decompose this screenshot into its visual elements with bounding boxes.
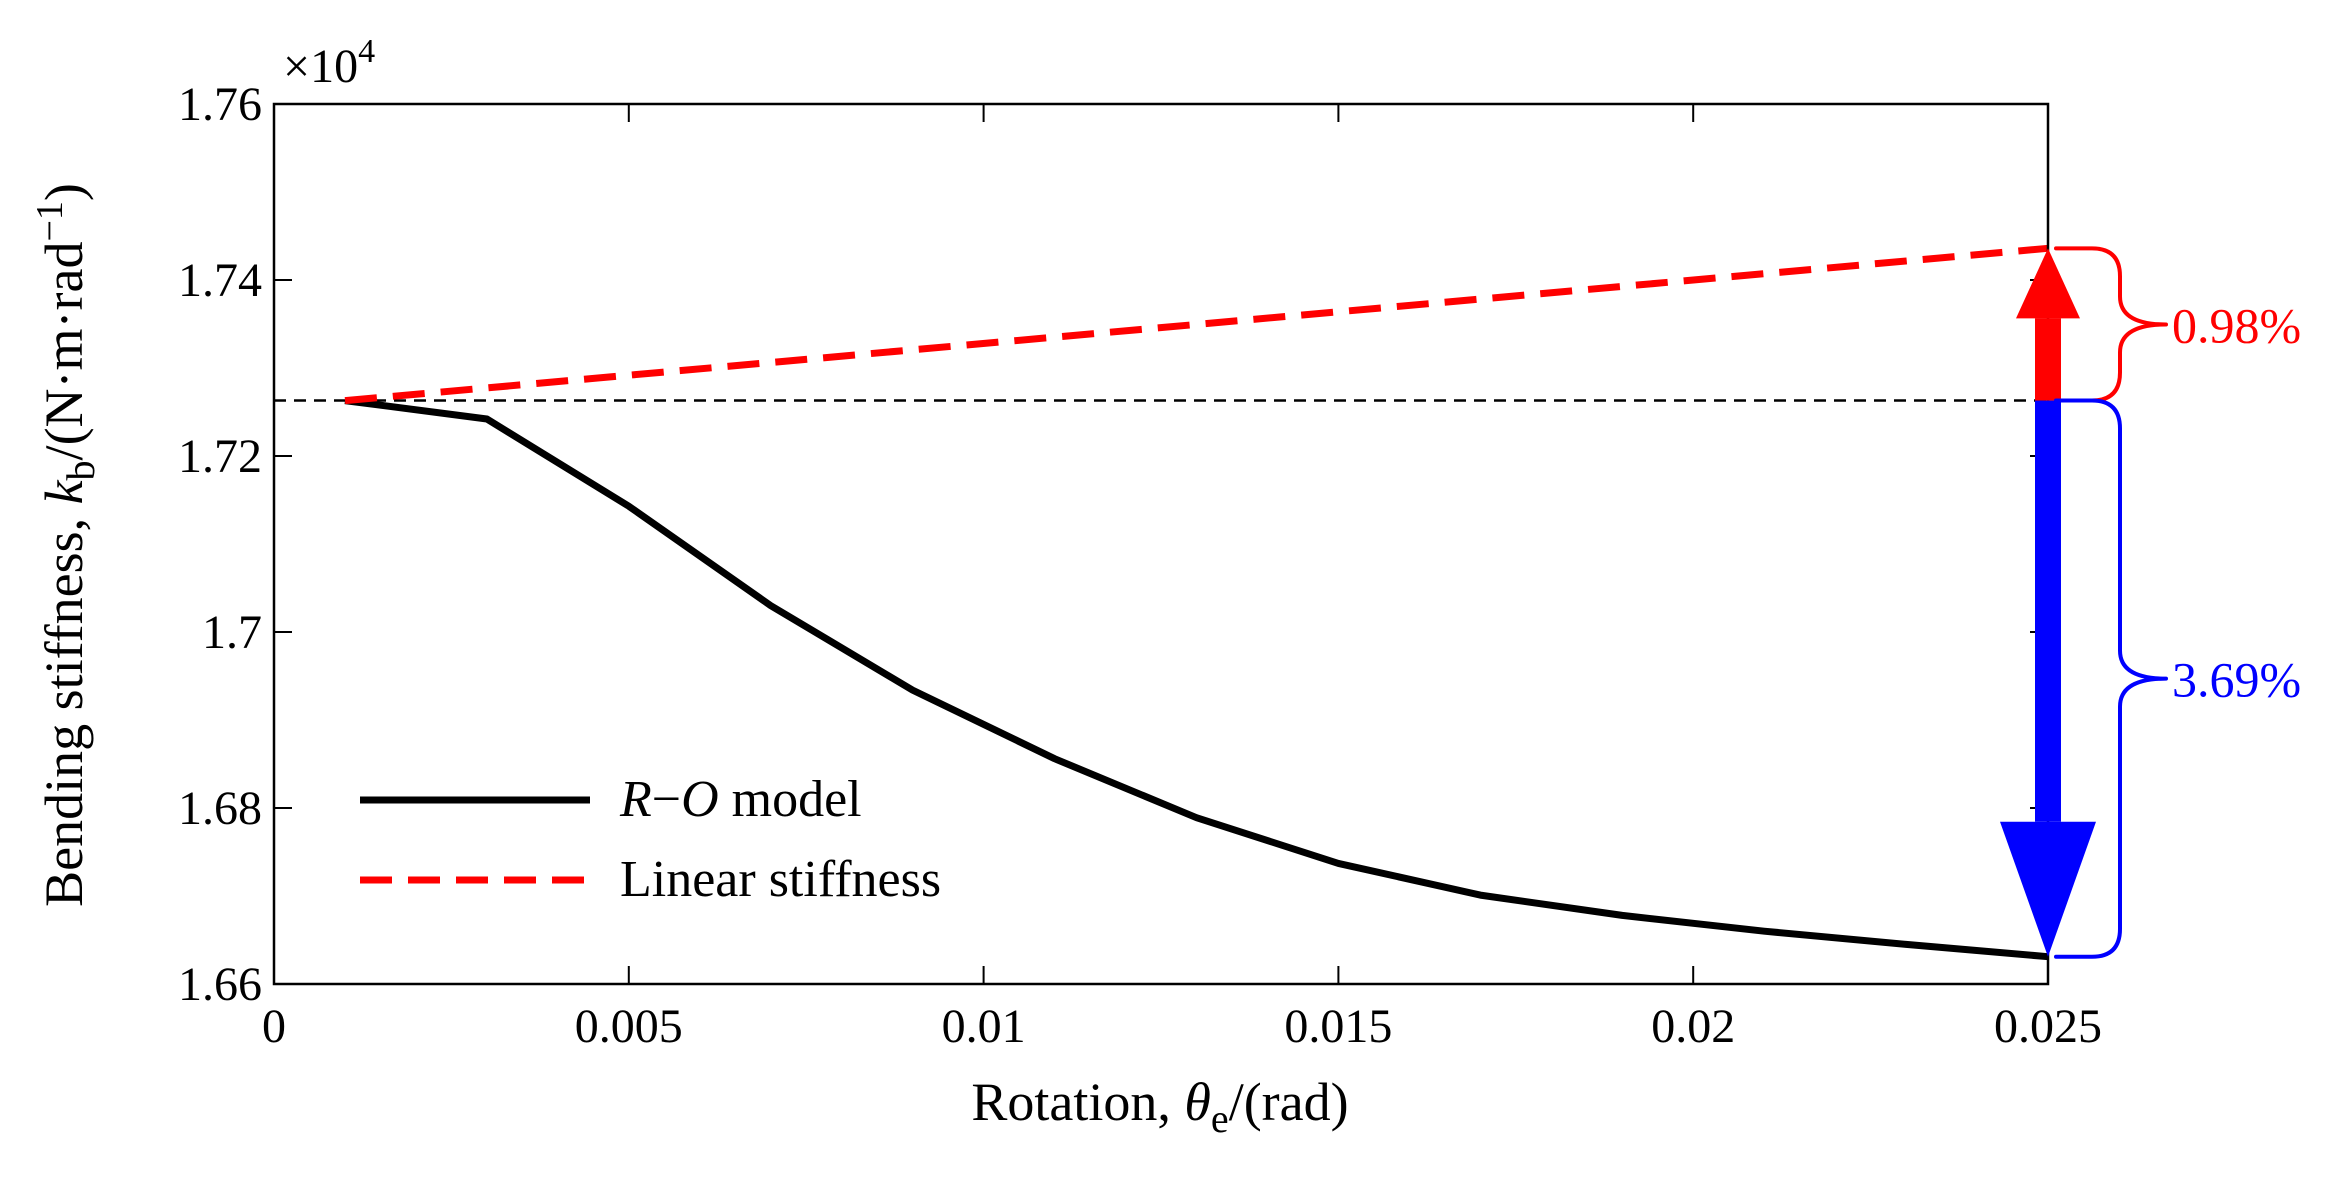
- annotation-label-1: 3.69%: [2172, 652, 2301, 708]
- y-tick-label-5: 1.76: [178, 78, 262, 131]
- x-tick-label-5: 0.025: [1994, 1000, 2102, 1053]
- y-ticks: 1.66 1.68 1.7 1.72 1.74 1.76: [178, 78, 2048, 1011]
- series-line-0: [344, 397, 2049, 961]
- x-axis-label: Rotation, θe/(rad): [971, 1072, 1348, 1141]
- series-line-1: [344, 244, 2049, 405]
- y-tick-label-4: 1.74: [178, 254, 262, 307]
- x-ticks: 0 0.005 0.01 0.015 0.02 0.025: [262, 104, 2102, 1053]
- y-tick-label-0: 1.66: [178, 958, 262, 1011]
- y-tick-label-2: 1.7: [202, 606, 262, 659]
- legend-label-linear-stiffness: Linear stiffness: [620, 851, 941, 908]
- annotation-arrow-shaft-0: [2035, 318, 2061, 401]
- y-tick-label-1: 1.68: [178, 782, 262, 835]
- annotation-label-0: 0.98%: [2172, 297, 2301, 353]
- legend-label-ro-model: R−O model: [619, 771, 862, 828]
- y-axis-label: Bending stiffness, kb/(N·m·rad−1): [29, 183, 103, 907]
- x-tick-label-3: 0.015: [1284, 1000, 1392, 1053]
- plot-frame: [272, 102, 2050, 986]
- x-tick-label-2: 0.01: [942, 1000, 1026, 1053]
- annotation-arrow-head-1: [2000, 821, 2096, 957]
- annotation-brace-0: [2054, 246, 2168, 403]
- annotation-layer: 0.98% 3.69%: [2000, 246, 2301, 959]
- annotation-brace-1: [2054, 398, 2168, 959]
- y-multiplier: ×104: [283, 33, 375, 93]
- data-layer: [274, 244, 2049, 961]
- x-tick-label-0: 0: [262, 1000, 286, 1053]
- legend: R−O model Linear stiffness: [360, 771, 941, 908]
- svg-text:×104: ×104: [283, 33, 375, 93]
- x-tick-label-1: 0.005: [575, 1000, 683, 1053]
- y-tick-label-3: 1.72: [178, 430, 262, 483]
- annotation-arrow-head-0: [2016, 248, 2080, 319]
- annotation-arrow-shaft-1: [2035, 400, 2061, 822]
- x-tick-label-4: 0.02: [1651, 1000, 1735, 1053]
